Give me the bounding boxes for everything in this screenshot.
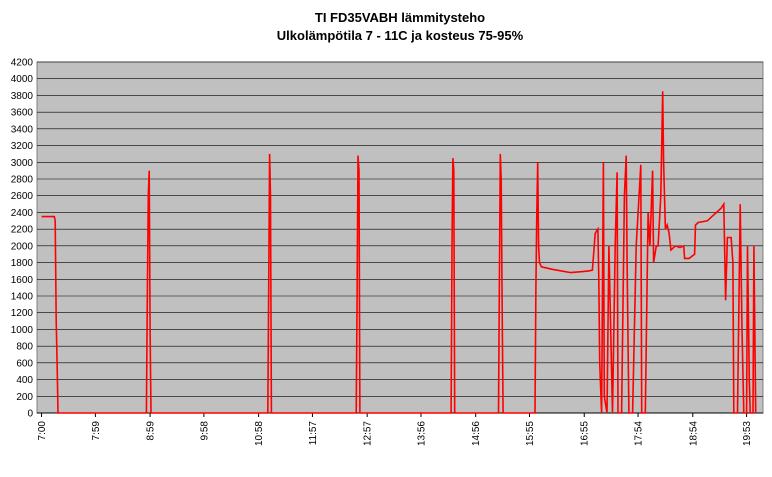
x-tick-label: 18:54 bbox=[688, 421, 699, 446]
y-tick-label: 4200 bbox=[11, 58, 34, 69]
x-tick-label: 17:54 bbox=[634, 421, 645, 446]
y-tick-label: 4000 bbox=[11, 74, 34, 85]
y-tick-label: 1000 bbox=[11, 325, 34, 336]
y-tick-label: 600 bbox=[16, 358, 33, 369]
x-tick-label: 8:59 bbox=[146, 421, 157, 441]
x-tick-label: 7:00 bbox=[37, 421, 48, 441]
y-tick-label: 400 bbox=[16, 375, 33, 386]
y-tick-label: 1200 bbox=[11, 308, 34, 319]
y-tick-label: 1600 bbox=[11, 275, 34, 286]
y-tick-label: 0 bbox=[27, 409, 33, 420]
data-line bbox=[41, 91, 757, 414]
y-tick-label: 1800 bbox=[11, 258, 34, 269]
x-tick-label: 11:57 bbox=[308, 421, 319, 446]
x-tick-label: 10:58 bbox=[254, 421, 265, 446]
y-tick-label: 3200 bbox=[11, 141, 34, 152]
chart-title: TI FD35VABH lämmitysteho bbox=[315, 10, 485, 25]
x-tick-label: 16:55 bbox=[580, 421, 591, 446]
x-tick-label: 19:53 bbox=[742, 421, 753, 446]
y-tick-label: 1400 bbox=[11, 292, 34, 303]
y-tick-label: 3800 bbox=[11, 91, 34, 102]
y-tick-label: 3600 bbox=[11, 108, 34, 119]
y-tick-label: 2000 bbox=[11, 241, 34, 252]
x-tick-label: 15:55 bbox=[525, 421, 536, 446]
y-tick-label: 2400 bbox=[11, 208, 34, 219]
y-tick-label: 2200 bbox=[11, 225, 34, 236]
y-tick-label: 200 bbox=[16, 392, 33, 403]
y-tick-label: 2800 bbox=[11, 175, 34, 186]
chart-subtitle: Ulkolämpötila 7 - 11C ja kosteus 75-95% bbox=[277, 28, 524, 43]
y-tick-label: 3000 bbox=[11, 158, 34, 169]
y-tick-label: 2600 bbox=[11, 191, 34, 202]
y-tick-label: 800 bbox=[16, 342, 33, 353]
x-tick-label: 7:59 bbox=[91, 421, 102, 441]
y-tick-label: 3400 bbox=[11, 124, 34, 135]
x-tick-label: 13:56 bbox=[416, 421, 427, 446]
x-tick-label: 14:56 bbox=[471, 421, 482, 446]
x-tick-label: 12:57 bbox=[363, 421, 374, 446]
x-tick-label: 9:58 bbox=[199, 421, 210, 441]
